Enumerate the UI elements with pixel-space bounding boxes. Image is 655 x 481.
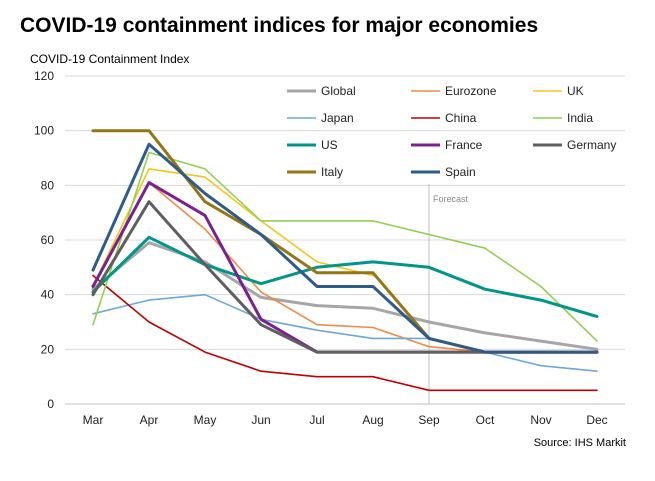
legend-label: France bbox=[445, 138, 483, 152]
y-tick-label: 120 bbox=[34, 69, 54, 83]
y-tick-label: 0 bbox=[47, 397, 54, 411]
series-line-us bbox=[91, 235, 599, 318]
source-note: Source: IHS Markit bbox=[533, 437, 626, 449]
x-tick-label: Jul bbox=[309, 413, 324, 427]
legend-label: Spain bbox=[445, 165, 476, 179]
x-tick-label: Nov bbox=[530, 413, 551, 427]
axes: 0 20 40 60 80 100 120 Mar Apr May Jun Jul Aug Sep Oct N… bbox=[34, 69, 625, 427]
x-tick-label: Sep bbox=[418, 413, 440, 427]
forecast-annotation: Forecast bbox=[428, 184, 469, 404]
series-line-uk bbox=[92, 168, 374, 288]
y-axis-title: COVID-19 Containment Index bbox=[30, 52, 190, 66]
legend-label: Italy bbox=[321, 165, 343, 179]
x-tick-label: Jun bbox=[251, 413, 270, 427]
y-tick-label: 80 bbox=[41, 178, 55, 192]
legend-label: China bbox=[445, 111, 477, 125]
y-tick-label: 60 bbox=[41, 233, 55, 247]
legend-label: India bbox=[567, 111, 593, 125]
series-line-japan bbox=[92, 293, 598, 372]
chart-title: COVID-19 containment indices for major e… bbox=[20, 14, 539, 37]
series-line-germany bbox=[91, 200, 599, 354]
legend: Global Eurozone UK Japan China India US France G… bbox=[287, 84, 616, 179]
legend-label: Global bbox=[321, 84, 356, 98]
x-tick-label: Oct bbox=[476, 413, 495, 427]
series-lines bbox=[91, 129, 599, 392]
gridlines bbox=[65, 75, 625, 350]
series-line-china bbox=[92, 274, 598, 392]
y-tick-label: 20 bbox=[41, 342, 55, 356]
x-tick-label: May bbox=[194, 413, 217, 427]
legend-label: Eurozone bbox=[445, 84, 497, 98]
y-tick-label: 40 bbox=[41, 288, 55, 302]
legend-label: Japan bbox=[321, 111, 354, 125]
x-tick-label: Aug bbox=[362, 413, 383, 427]
x-tick-label: Dec bbox=[586, 413, 607, 427]
series-line-italy bbox=[91, 129, 599, 354]
series-line-spain bbox=[91, 142, 599, 354]
y-tick-label: 100 bbox=[34, 124, 54, 138]
series-line-eurozone bbox=[92, 181, 598, 353]
legend-label: US bbox=[321, 138, 338, 152]
legend-label: Germany bbox=[567, 138, 616, 152]
series-line-india bbox=[92, 151, 598, 342]
legend-label: UK bbox=[567, 84, 584, 98]
x-tick-label: Mar bbox=[83, 413, 104, 427]
x-tick-label: Apr bbox=[140, 413, 159, 427]
forecast-label: Forecast bbox=[433, 194, 469, 204]
